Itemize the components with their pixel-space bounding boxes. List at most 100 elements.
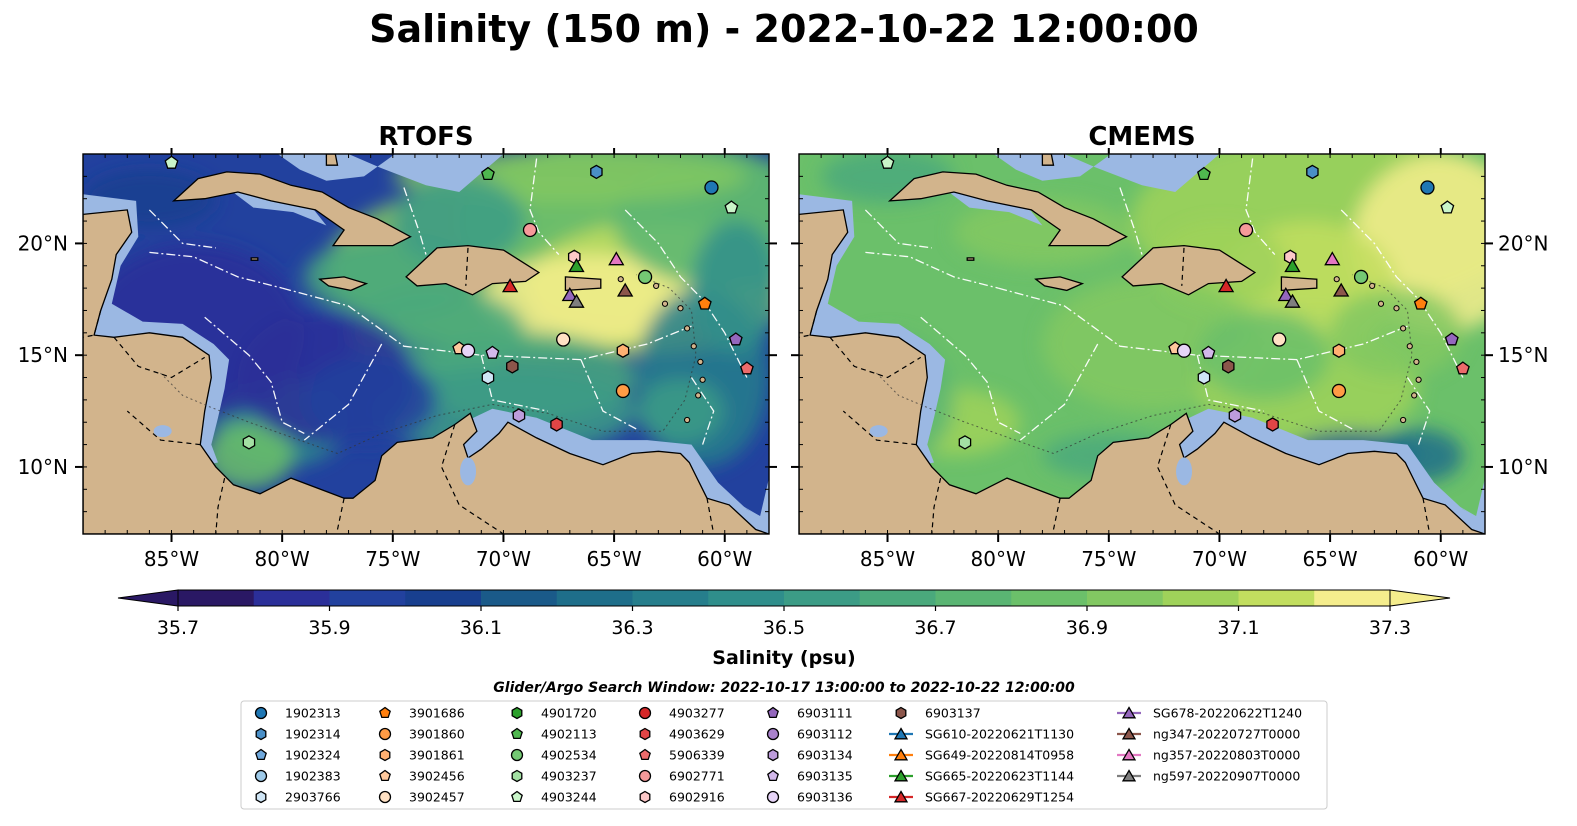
- colorbar-tick-label: 35.7: [157, 617, 199, 639]
- y-tick-label-left: 15°N: [18, 343, 68, 367]
- small-island: [1377, 300, 1385, 307]
- legend-marker: [767, 748, 779, 762]
- small-island: [677, 305, 684, 312]
- eez-boundary: [1296, 359, 1353, 430]
- marker-symbol: [1228, 408, 1242, 423]
- land-hispaniola: [405, 244, 541, 296]
- land-hispaniola: [1121, 244, 1257, 296]
- legend-entry: 1902383: [254, 769, 341, 784]
- float-marker-1902313: [704, 180, 719, 195]
- float-marker-2903766: [1197, 370, 1211, 385]
- salinity-patch: [1197, 310, 1331, 400]
- marker-symbol: [506, 359, 519, 374]
- float-marker-3901861: [616, 343, 630, 358]
- legend-marker: [766, 790, 780, 804]
- legend-entry: 2903766: [255, 790, 341, 805]
- legend-entry: 6902771: [638, 769, 725, 784]
- eez-boundary: [920, 316, 1021, 434]
- legend-entry: ng597-20220907T0000: [1117, 769, 1300, 784]
- legend-label: 6903136: [797, 790, 853, 805]
- land-jamaica: [318, 276, 369, 292]
- legend-label: 3902456: [409, 769, 465, 784]
- shelf-cubaS: [226, 187, 327, 226]
- eez-boundary: [282, 287, 692, 361]
- salinity-patch: [1330, 288, 1463, 378]
- legend-entry: 4903237: [511, 769, 597, 784]
- marker-symbol: [1444, 332, 1459, 346]
- marker-symbol: [1324, 251, 1341, 266]
- colorbar-label: Salinity (psu): [712, 647, 855, 669]
- y-tick-label-right: 10°N: [1498, 455, 1548, 479]
- small-island: [617, 276, 624, 283]
- eez-boundary: [480, 355, 548, 412]
- salinity-patch: [953, 198, 1131, 266]
- float-marker-6903137: [1222, 359, 1235, 374]
- small-island: [697, 358, 704, 365]
- marker-symbol: [1277, 287, 1295, 302]
- legend-marker: [638, 706, 652, 720]
- colorbar-tick-label: 36.3: [611, 617, 653, 639]
- legend-marker: [510, 748, 524, 762]
- legend-label: 6903112: [797, 727, 853, 742]
- y-tick-label-left: 20°N: [18, 231, 68, 255]
- float-marker-6903137: [506, 359, 519, 374]
- legend-entry: 6903112: [766, 727, 853, 742]
- float-marker-4903237: [242, 435, 256, 450]
- float-marker-4903629: [550, 417, 563, 432]
- legend-marker: [1121, 769, 1137, 782]
- x-tick-label: 70°W: [476, 547, 531, 571]
- legend-marker: [639, 748, 651, 761]
- legend-label: 6903135: [797, 769, 853, 784]
- salinity-patch: [636, 377, 725, 445]
- legend-label: 3901686: [409, 706, 465, 721]
- legend-marker: [767, 706, 779, 719]
- colorbar-extend-max: [1389, 589, 1451, 607]
- legend-label: ng347-20220727T0000: [1153, 727, 1300, 742]
- map-frame: [798, 153, 1486, 535]
- eez-boundary: [624, 209, 748, 378]
- marker-symbol: [1332, 343, 1346, 358]
- float-marker-1902313: [1420, 180, 1435, 195]
- legend-entry: 4903244: [511, 790, 597, 805]
- small-island: [661, 300, 669, 307]
- legend-marker: [766, 727, 780, 741]
- colorbar-segment: [556, 590, 633, 606]
- country-border: [126, 410, 201, 446]
- float-marker-2903766: [481, 370, 495, 385]
- legend-marker: [378, 790, 392, 804]
- panel-title-cmems: CMEMS: [1088, 122, 1195, 152]
- x-tick-label: 75°W: [365, 547, 420, 571]
- legend-label: SG610-20220621T1130: [925, 727, 1074, 742]
- float-marker-6902771: [522, 222, 538, 238]
- legend-entry: 4902534: [510, 748, 597, 763]
- small-island: [1406, 343, 1413, 350]
- small-island: [684, 416, 691, 424]
- float-marker-6903135: [1201, 345, 1216, 359]
- float-marker-6903135: [485, 345, 500, 359]
- marker-symbol: [1332, 282, 1350, 297]
- marker-symbol: [704, 180, 719, 195]
- float-marker-1902314: [1306, 164, 1319, 180]
- eez-boundary: [1245, 158, 1276, 256]
- legend-label: 4902534: [541, 748, 597, 763]
- marker-symbol: [958, 435, 972, 450]
- marker-symbol: [1197, 166, 1211, 181]
- float-marker-6903134: [1228, 408, 1242, 423]
- marker-symbol: [481, 370, 495, 385]
- country-border: [113, 336, 206, 379]
- marker-symbol: [1217, 278, 1235, 293]
- float-marker-3901686: [1413, 296, 1428, 310]
- legend-entry: 6903111: [767, 706, 853, 721]
- marker-symbol: [728, 332, 743, 346]
- small-island: [1369, 282, 1376, 289]
- legend-label: 4903237: [541, 769, 597, 784]
- x-tick-label: 65°W: [586, 547, 641, 571]
- salinity-patch: [392, 176, 526, 266]
- legend-label: 4903244: [541, 790, 597, 805]
- legend-marker: [379, 748, 391, 762]
- legend-label: ng357-20220803T0000: [1153, 748, 1300, 763]
- land-yucatan: [83, 209, 769, 534]
- legend-entry: 1902314: [255, 727, 341, 742]
- country-border: [465, 247, 469, 286]
- colorbar-tick-label: 36.5: [763, 617, 805, 639]
